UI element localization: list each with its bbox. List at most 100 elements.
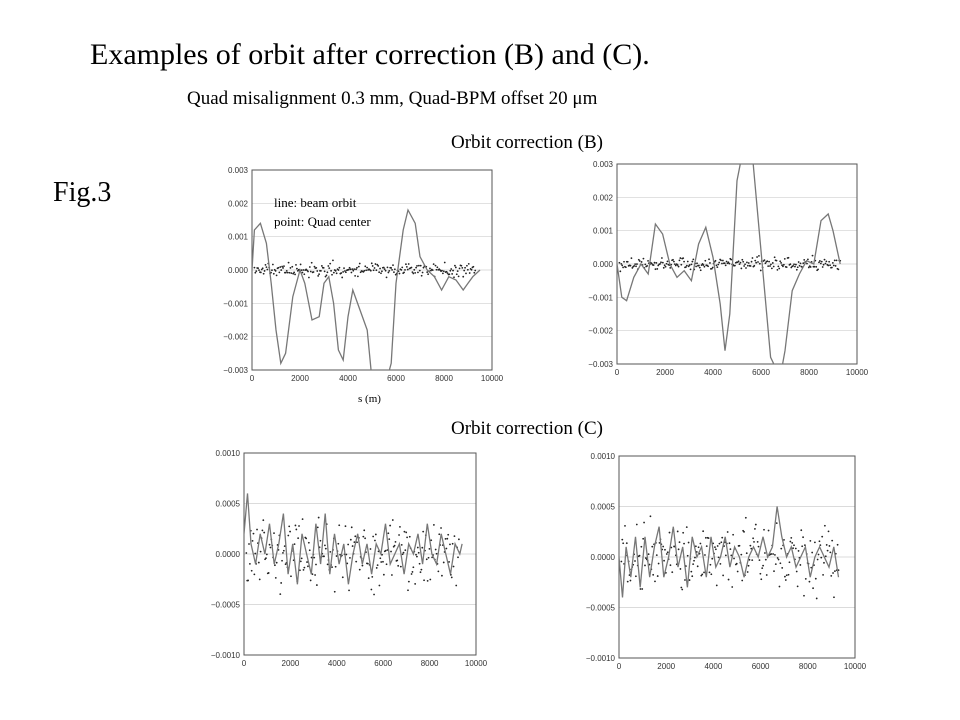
quad-point [769,265,771,267]
quad-point [807,266,810,269]
quad-point [734,264,736,267]
quad-point [292,272,295,275]
quad-point [341,276,344,279]
quad-point [295,528,298,531]
quad-point [794,547,797,550]
quad-point [655,554,658,557]
quad-point [285,270,288,272]
x-tick-label: 6000 [752,662,770,671]
quad-point [622,266,624,269]
quad-point [664,548,666,551]
y-tick-label: −0.002 [588,327,613,336]
quad-point [680,586,683,589]
quad-point [308,549,311,552]
quad-point [468,272,471,274]
quad-point [823,258,826,261]
quad-point [265,557,267,560]
quad-point [794,265,796,268]
quad-point [473,271,476,274]
quad-point [735,562,738,565]
quad-point [755,261,758,264]
quad-point [302,569,305,571]
quad-point [445,547,448,550]
quad-point [758,254,760,257]
quad-point [789,540,792,543]
quad-point [331,273,333,276]
quad-point [253,266,256,269]
quad-point [820,556,823,559]
quad-point [331,566,333,569]
quad-point [643,521,645,524]
quad-point [252,532,255,535]
quad-point [299,263,302,266]
quad-point [749,544,752,547]
quad-point [399,525,401,528]
quad-point [269,546,272,549]
quad-point [665,553,668,555]
y-tick-label: −0.003 [588,360,613,369]
quad-point [380,272,382,275]
quad-point [728,262,731,265]
quad-point [342,271,345,273]
quad-point [350,526,353,529]
quad-point [275,561,278,564]
quad-point [383,268,386,271]
quad-point [460,264,463,267]
quad-point [644,263,647,266]
quad-point [683,260,685,263]
y-tick-label: −0.002 [223,333,248,342]
quad-point [416,264,418,267]
quad-point [728,542,731,545]
quad-point [419,571,422,574]
quad-point [792,547,794,550]
quad-point [647,260,649,262]
quad-point [446,272,449,274]
quad-point [707,265,710,268]
quad-point [815,265,818,268]
quad-point [642,537,645,540]
quad-point [775,259,778,262]
quad-point [738,263,741,266]
quad-point [747,262,750,264]
quad-point [373,593,375,596]
quad-point [320,269,322,272]
quad-point [274,564,276,567]
quad-point [657,562,660,565]
quad-point [702,530,705,533]
quad-point [417,271,419,274]
quad-point [733,557,735,560]
quad-point [303,273,306,276]
quad-point [316,270,319,272]
quad-point [295,263,297,266]
quad-point [758,262,761,265]
quad-point [431,269,434,272]
quad-point [640,261,643,263]
quad-point [717,556,720,559]
quad-point [718,542,721,545]
quad-point [696,262,698,265]
quad-point [377,265,380,267]
quad-point [669,267,672,269]
quad-point [717,263,720,266]
quad-point [696,565,699,568]
quad-point [422,530,425,533]
quad-point [300,557,303,560]
quad-point [751,559,754,562]
quad-point [721,536,724,539]
quad-point [813,265,816,268]
quad-point [724,554,727,557]
quad-point [767,529,770,532]
quad-point [729,548,732,551]
quad-point [370,588,373,591]
quad-point [635,265,637,268]
quad-point [723,262,726,265]
quad-point [369,269,372,272]
x-tick-label: 2000 [291,374,309,383]
y-tick-label: 0.001 [228,233,249,242]
quad-point [785,266,788,269]
quad-point [789,263,792,266]
quad-point [802,262,805,265]
quad-point [456,270,459,273]
quad-point [788,561,791,564]
